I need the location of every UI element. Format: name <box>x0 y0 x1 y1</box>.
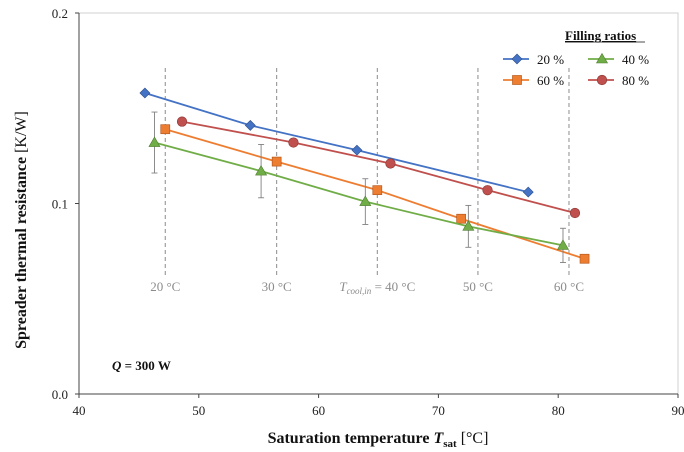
x-tick-label: 40 <box>73 403 86 418</box>
y-axis-title: Spreader thermal resistance [K/W] <box>13 111 30 349</box>
reference-line-label: 30 °C <box>262 279 292 294</box>
x-axis-title: Saturation temperature Tsat [°C] <box>268 430 489 450</box>
series-40-group <box>148 111 570 264</box>
data-point <box>271 156 282 167</box>
data-point <box>522 186 534 198</box>
data-point <box>288 137 299 148</box>
data-point <box>556 239 570 250</box>
plot-area: 40 50 60 70 80 90 0.0 0.1 0.2 Saturation temperat… <box>13 6 684 450</box>
data-point <box>482 185 493 196</box>
y-tick-label: 0.2 <box>52 6 68 21</box>
data-point <box>456 213 467 224</box>
legend-label: 60 % <box>537 73 564 88</box>
data-point <box>244 119 256 131</box>
y-tick-label: 0.0 <box>52 387 68 402</box>
x-tick-label: 60 <box>312 403 325 418</box>
data-point <box>579 253 590 264</box>
reference-line-label: Tcool,in = 40 °C <box>339 279 415 296</box>
legend-label: 80 % <box>622 73 649 88</box>
legend-swatch-marker <box>595 52 609 64</box>
power-annotation: Q = 300 W <box>112 358 171 373</box>
x-tick-label: 70 <box>432 403 445 418</box>
legend-label: 40 % <box>622 52 649 67</box>
reference-line-label: 20 °C <box>150 279 180 294</box>
legend-swatch-marker <box>512 75 522 85</box>
series-80-group <box>176 116 581 219</box>
data-point <box>372 185 383 196</box>
series-line <box>181 120 576 214</box>
series-line <box>144 92 529 193</box>
y-tick-label: 0.1 <box>52 197 68 212</box>
reference-line-label: 50 °C <box>463 279 493 294</box>
data-point <box>148 136 161 147</box>
series-20-group <box>139 87 534 198</box>
legend-swatch-marker <box>596 74 608 86</box>
x-tick-label: 80 <box>552 403 565 418</box>
data-point <box>255 165 268 176</box>
data-point <box>139 87 151 99</box>
plot-frame <box>78 12 679 395</box>
data-point <box>569 207 581 219</box>
series-60-group <box>160 124 590 264</box>
legend-title: Filling ratios <box>565 28 636 43</box>
x-tick-label: 50 <box>192 403 205 418</box>
x-tick-label: 90 <box>672 403 684 418</box>
data-point <box>160 124 171 135</box>
legend-swatch-marker <box>511 53 523 65</box>
reference-line-label: 60 °C <box>554 279 584 294</box>
data-point <box>385 158 396 169</box>
data-point <box>176 116 188 127</box>
data-point <box>359 195 372 206</box>
legend-label: 20 % <box>537 52 564 67</box>
data-point <box>351 144 363 156</box>
data-point <box>462 220 475 231</box>
